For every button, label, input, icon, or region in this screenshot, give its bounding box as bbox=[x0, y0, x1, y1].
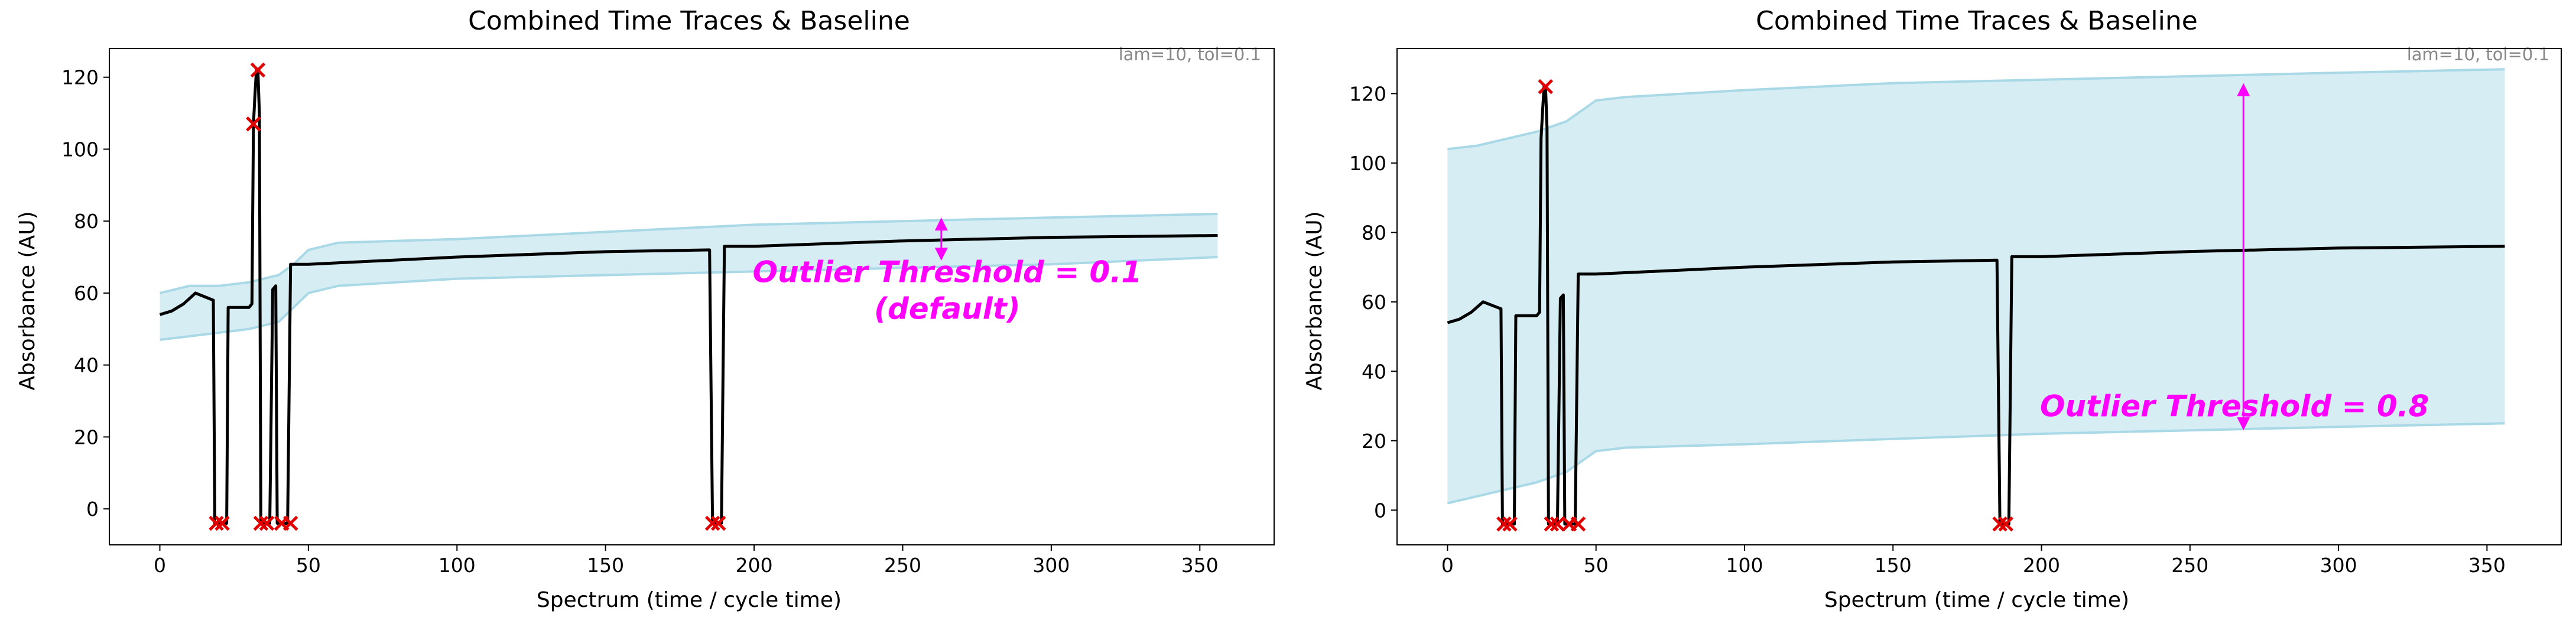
x-tick-label: 100 bbox=[438, 554, 476, 577]
outlier-marker bbox=[1550, 516, 1565, 532]
outlier-marker-stroke bbox=[282, 515, 298, 531]
y-tick-label: 20 bbox=[74, 425, 99, 449]
threshold-arrow-head-up bbox=[934, 217, 948, 231]
threshold-arrow-head-down bbox=[2237, 417, 2250, 431]
y-tick-label: 20 bbox=[1362, 430, 1386, 453]
outlier-marker-stroke bbox=[1998, 516, 2013, 532]
outlier-marker-stroke bbox=[704, 515, 720, 531]
outlier-marker-stroke bbox=[1992, 516, 2007, 532]
band-upper-edge bbox=[1447, 68, 2505, 151]
outlier-marker bbox=[1538, 79, 1554, 95]
x-tick-label: 150 bbox=[1875, 554, 1912, 577]
outlier-marker bbox=[259, 515, 275, 531]
outlier-marker bbox=[250, 62, 266, 78]
axis-ticks: 0 50 100 150 200 250 300 350 0 20 40 60 80 100 120 bbox=[1349, 82, 2506, 577]
outlier-marker bbox=[1502, 516, 1518, 532]
outlier-marker bbox=[704, 515, 720, 531]
outlier-marker-stroke bbox=[1550, 516, 1565, 532]
chart-right: Combined Time Traces & Baseline lam=10, … bbox=[1302, 6, 2562, 612]
y-tick-label: 80 bbox=[74, 210, 99, 233]
outlier-marker bbox=[209, 515, 224, 531]
outlier-marker bbox=[1496, 516, 1512, 532]
band-upper-edge bbox=[160, 213, 1218, 294]
y-tick-label: 120 bbox=[61, 66, 99, 89]
axes-frame bbox=[109, 48, 1275, 545]
x-axis-label: Spectrum (time / cycle time) bbox=[1824, 588, 2129, 612]
y-tick-label: 60 bbox=[1362, 291, 1386, 314]
outlier-marker bbox=[1544, 516, 1560, 532]
chart-title: Combined Time Traces & Baseline bbox=[1756, 6, 2198, 36]
x-tick-label: 50 bbox=[1584, 554, 1609, 577]
threshold-arrow-head-up bbox=[2237, 83, 2250, 96]
outlier-marker bbox=[1998, 516, 2013, 532]
outlier-marker bbox=[710, 515, 726, 531]
x-tick-label: 350 bbox=[2468, 554, 2506, 577]
x-tick-label: 200 bbox=[2023, 554, 2060, 577]
outlier-marker-stroke bbox=[209, 515, 224, 531]
y-axis-label: Absorbance (AU) bbox=[15, 211, 40, 390]
annotation-line-2: (default) bbox=[874, 292, 1021, 326]
chart-left: Combined Time Traces & Baseline lam=10, … bbox=[15, 6, 1275, 612]
annotation-line-1: Outlier Threshold = 0.1 bbox=[753, 255, 1142, 290]
y-tick-label: 80 bbox=[1362, 221, 1386, 244]
band-lower-edge bbox=[160, 256, 1218, 341]
outlier-marker-stroke bbox=[1570, 516, 1586, 532]
x-tick-label: 300 bbox=[1032, 554, 1070, 577]
x-tick-label: 150 bbox=[587, 554, 624, 577]
outlier-marker bbox=[1992, 516, 2007, 532]
chart-corner-note: lam=10, tol=0.1 bbox=[1119, 44, 1261, 64]
x-tick-label: 0 bbox=[154, 554, 166, 577]
band-lower-edge bbox=[1447, 422, 2505, 505]
plot-area bbox=[109, 48, 1275, 545]
y-tick-label: 0 bbox=[1374, 499, 1386, 522]
outlier-marker-stroke bbox=[1496, 516, 1512, 532]
outlier-marker bbox=[1570, 516, 1586, 532]
plot-area bbox=[1396, 48, 2562, 545]
x-tick-label: 250 bbox=[884, 554, 921, 577]
outlier-marker bbox=[215, 515, 230, 531]
x-axis-label: Spectrum (time / cycle time) bbox=[537, 588, 842, 612]
x-tick-label: 250 bbox=[2171, 554, 2208, 577]
annotation-line-1: Outlier Threshold = 0.8 bbox=[2040, 389, 2429, 424]
outlier-marker-stroke bbox=[246, 116, 261, 132]
x-tick-label: 50 bbox=[296, 554, 321, 577]
y-tick-label: 100 bbox=[61, 138, 99, 161]
outlier-marker-stroke bbox=[250, 62, 266, 78]
y-axis-label: Absorbance (AU) bbox=[1302, 211, 1327, 390]
y-tick-label: 60 bbox=[74, 282, 99, 305]
axes-frame bbox=[1396, 48, 2562, 545]
outlier-marker-stroke bbox=[710, 515, 726, 531]
y-tick-label: 120 bbox=[1349, 82, 1386, 105]
axis-ticks: 0 50 100 150 200 250 300 350 0 20 40 60 80 100 120 bbox=[61, 66, 1219, 577]
outlier-marker-stroke bbox=[253, 515, 269, 531]
outlier-marker bbox=[246, 116, 261, 132]
outlier-marker bbox=[253, 515, 269, 531]
outlier-marker-stroke bbox=[259, 515, 275, 531]
y-tick-label: 0 bbox=[86, 498, 99, 521]
baseline-band bbox=[1447, 69, 2505, 503]
x-tick-label: 350 bbox=[1181, 554, 1219, 577]
outlier-marker-stroke bbox=[1538, 79, 1554, 95]
outlier-marker-stroke bbox=[215, 515, 230, 531]
y-tick-label: 40 bbox=[1362, 360, 1386, 383]
baseline-band bbox=[160, 214, 1218, 340]
x-tick-label: 0 bbox=[1441, 554, 1454, 577]
outlier-marker bbox=[282, 515, 298, 531]
x-tick-label: 200 bbox=[736, 554, 773, 577]
x-tick-label: 100 bbox=[1726, 554, 1763, 577]
outlier-marker-stroke bbox=[1544, 516, 1560, 532]
outlier-marker-stroke bbox=[1502, 516, 1518, 532]
chart-title: Combined Time Traces & Baseline bbox=[468, 6, 910, 36]
x-tick-label: 300 bbox=[2320, 554, 2357, 577]
y-tick-label: 40 bbox=[74, 354, 99, 377]
y-tick-label: 100 bbox=[1349, 152, 1386, 175]
threshold-arrow-head-down bbox=[934, 248, 948, 261]
chart-corner-note: lam=10, tol=0.1 bbox=[2407, 44, 2549, 64]
